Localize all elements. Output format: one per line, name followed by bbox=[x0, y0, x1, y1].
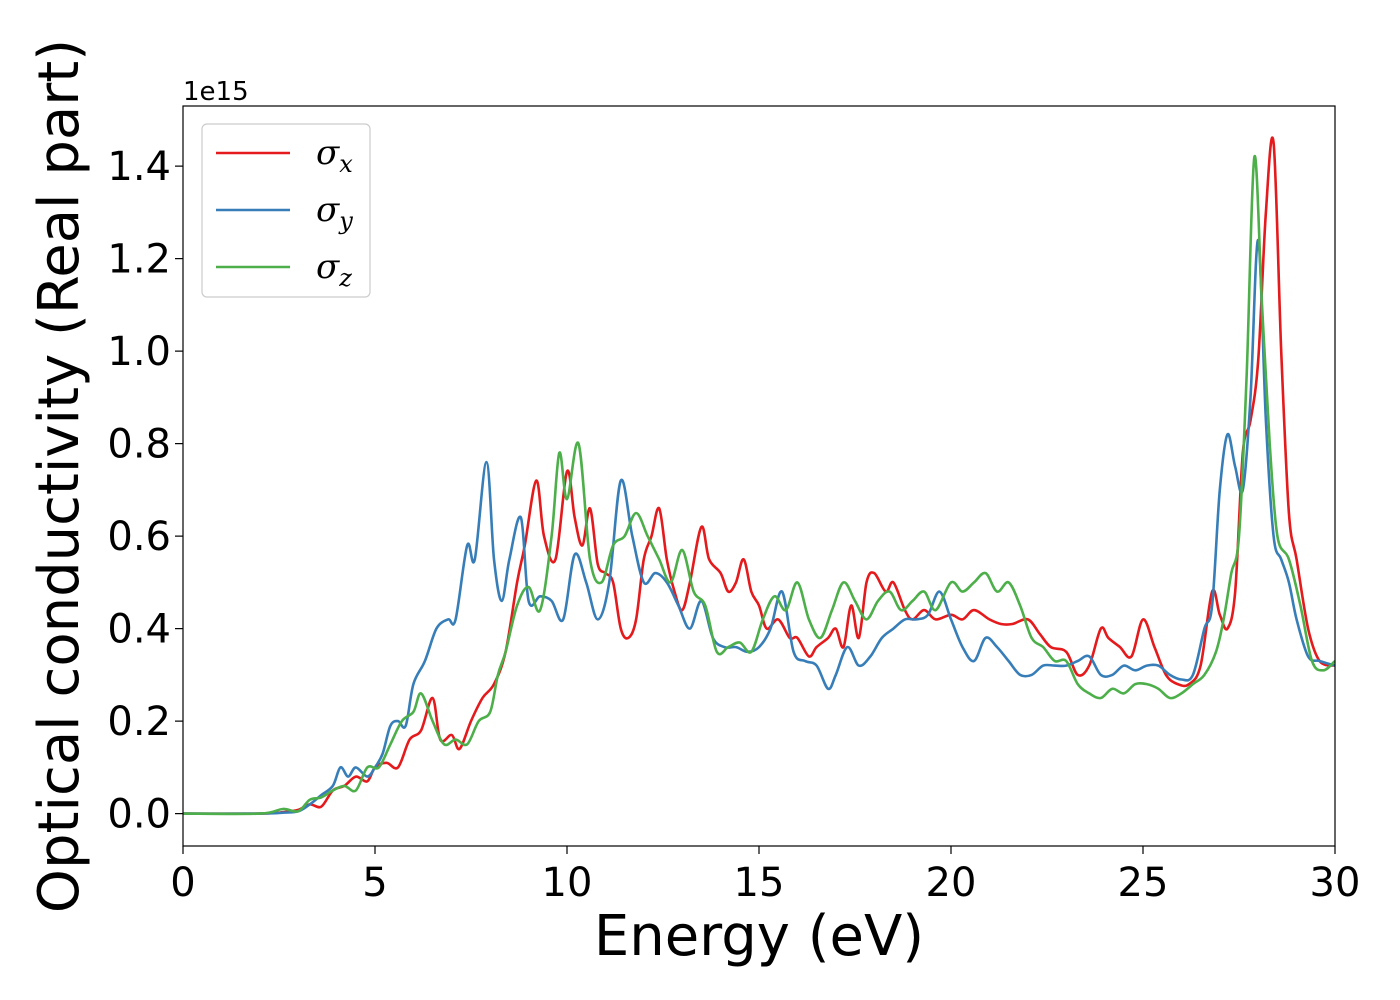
legend-label-sigma-y: σy bbox=[316, 190, 353, 235]
y-axis-offset-label: 1e15 bbox=[183, 77, 249, 107]
legend-label-sigma-x: σx bbox=[316, 133, 353, 178]
x-tick-label: 30 bbox=[1310, 860, 1361, 906]
x-tick-label: 5 bbox=[362, 860, 387, 906]
x-tick-label: 0 bbox=[170, 860, 195, 906]
y-tick-label: 1.2 bbox=[107, 237, 171, 283]
x-axis-title: Energy (eV) bbox=[594, 904, 924, 969]
series-lines bbox=[183, 136, 1335, 816]
legend-label-sigma-z: σz bbox=[316, 247, 352, 292]
y-tick-label: 0.8 bbox=[107, 422, 171, 468]
y-axis-title: Optical conductivity (Real part) bbox=[27, 39, 92, 913]
y-tick-label: 1.0 bbox=[107, 329, 171, 375]
x-tick-label: 15 bbox=[734, 860, 785, 906]
y-tick-label: 1.4 bbox=[107, 144, 171, 190]
x-tick-label: 10 bbox=[542, 860, 593, 906]
x-axis-ticks: 0 5 10 15 20 25 30 bbox=[170, 846, 1360, 906]
y-tick-label: 0.6 bbox=[107, 514, 171, 560]
x-tick-label: 20 bbox=[926, 860, 977, 906]
legend: σx σy σz bbox=[201, 123, 371, 298]
y-axis-ticks: 0.0 0.2 0.4 0.6 0.8 1.0 1.2 1.4 bbox=[107, 144, 183, 838]
y-tick-label: 0.4 bbox=[107, 607, 171, 653]
y-tick-label: 0.0 bbox=[107, 792, 171, 838]
series-line-sigma-z bbox=[183, 154, 1335, 816]
series-line-sigma-y bbox=[183, 238, 1335, 815]
y-tick-label: 0.2 bbox=[107, 699, 171, 745]
x-tick-label: 25 bbox=[1118, 860, 1169, 906]
